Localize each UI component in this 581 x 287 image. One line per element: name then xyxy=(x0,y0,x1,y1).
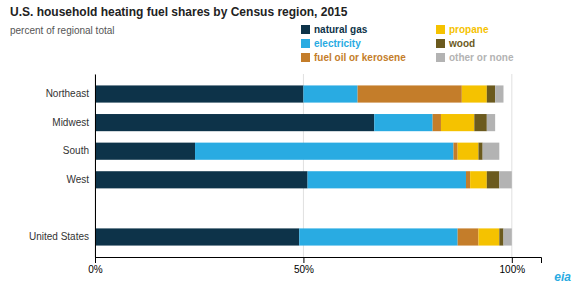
legend-label: propane xyxy=(449,24,489,35)
y-tick: Northeast xyxy=(46,88,95,99)
x-tick: 50% xyxy=(294,257,314,275)
bar xyxy=(499,171,512,188)
bar xyxy=(474,114,487,131)
bar xyxy=(433,114,441,131)
bar-series xyxy=(358,85,479,245)
bar xyxy=(487,114,495,131)
chart: U.S. household heating fuel shares by Ce… xyxy=(0,0,581,287)
bar xyxy=(358,85,462,102)
bar-series xyxy=(95,85,374,245)
bar xyxy=(441,114,474,131)
bar xyxy=(458,228,479,245)
y-tick: South xyxy=(63,145,95,156)
bars xyxy=(95,85,512,245)
legend-swatch xyxy=(301,25,310,34)
bar-series xyxy=(195,85,466,245)
y-tick-label: Midwest xyxy=(52,117,89,128)
x-tick-label: 100% xyxy=(500,264,526,275)
bar xyxy=(478,143,482,160)
y-tick-label: Northeast xyxy=(46,88,90,99)
bar xyxy=(299,228,457,245)
bar xyxy=(95,171,308,188)
bar xyxy=(466,171,470,188)
legend-item: other or none xyxy=(436,52,514,63)
legend: natural gas electricity fuel oil or kerose… xyxy=(301,24,514,63)
legend-label: wood xyxy=(448,38,475,49)
bar xyxy=(195,143,453,160)
x-tick: 100% xyxy=(500,257,526,275)
x-tick-label: 0% xyxy=(88,264,103,275)
bar xyxy=(95,85,303,102)
y-tick: Midwest xyxy=(52,117,95,128)
legend-swatch xyxy=(301,39,310,48)
y-tick: West xyxy=(66,174,95,185)
legend-label: other or none xyxy=(449,52,514,63)
legend-item: wood xyxy=(436,38,475,49)
subtitle: percent of regional total xyxy=(10,25,115,36)
y-tick-label: West xyxy=(66,174,89,185)
bar xyxy=(374,114,432,131)
bar-series xyxy=(441,85,499,245)
legend-item: electricity xyxy=(301,38,361,49)
grid xyxy=(95,74,512,257)
legend-swatch xyxy=(301,53,310,62)
bar xyxy=(95,114,374,131)
bar xyxy=(470,171,487,188)
bar xyxy=(487,171,500,188)
bar xyxy=(499,228,503,245)
grid-line xyxy=(95,74,96,257)
bar xyxy=(95,228,299,245)
x-tick-label: 50% xyxy=(294,264,314,275)
y-tick-label: South xyxy=(63,145,89,156)
y-axis: Northeast Midwest South West United States xyxy=(29,75,96,258)
bar-series xyxy=(474,85,503,245)
legend-item: natural gas xyxy=(301,24,368,35)
legend-swatch xyxy=(436,25,445,34)
x-tick-mark xyxy=(95,257,96,263)
bar xyxy=(95,143,195,160)
legend-label: natural gas xyxy=(314,24,368,35)
legend-label: electricity xyxy=(314,38,361,49)
bar xyxy=(503,228,511,245)
bar xyxy=(458,143,479,160)
title: U.S. household heating fuel shares by Ce… xyxy=(10,5,348,19)
bar xyxy=(308,171,466,188)
bar xyxy=(478,228,499,245)
bar xyxy=(462,85,487,102)
y-tick: United States xyxy=(29,231,95,242)
bar xyxy=(495,85,503,102)
bar xyxy=(483,143,500,160)
bar xyxy=(303,85,357,102)
x-axis-line xyxy=(96,258,542,264)
bar xyxy=(487,85,495,102)
legend-item: fuel oil or kerosene xyxy=(301,52,406,63)
legend-label: fuel oil or kerosene xyxy=(314,52,406,63)
legend-item: propane xyxy=(436,24,489,35)
legend-swatch xyxy=(436,53,445,62)
legend-swatch xyxy=(436,39,445,48)
x-axis: 0% 50% 100% xyxy=(88,257,541,275)
y-tick-label: United States xyxy=(29,231,89,242)
x-tick-mark xyxy=(512,257,513,263)
bar-series xyxy=(483,85,512,245)
bar xyxy=(453,143,457,160)
annotation: eia xyxy=(554,270,571,284)
x-tick-mark xyxy=(303,257,304,263)
y-axis-line xyxy=(95,75,96,258)
x-tick: 0% xyxy=(88,257,103,275)
